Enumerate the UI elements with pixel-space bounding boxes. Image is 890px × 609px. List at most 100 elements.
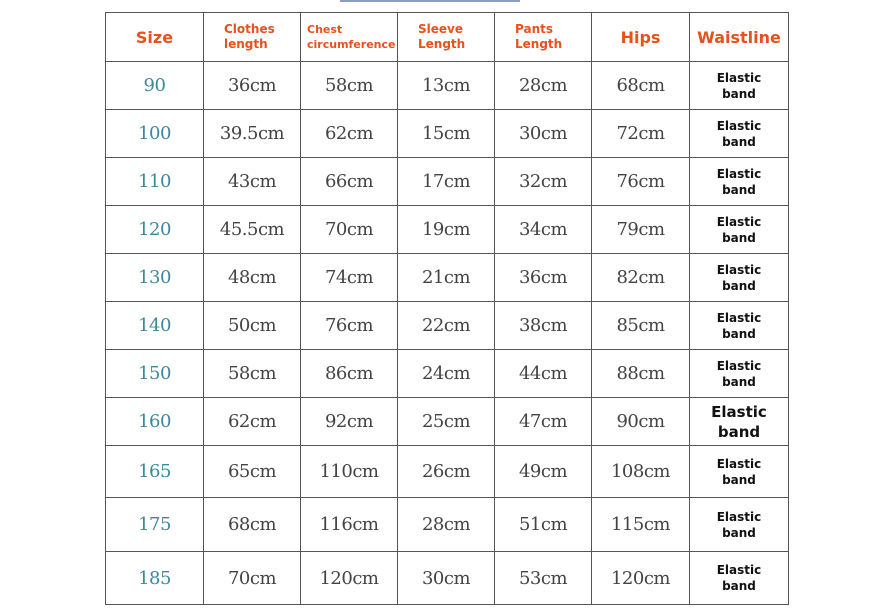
measure-cell: 70cm — [300, 205, 398, 254]
header-cell: Chest circumference — [300, 12, 398, 62]
header-cell: Pants Length — [494, 12, 592, 62]
measure-cell: 51cm — [494, 497, 592, 552]
measure-cell: 21cm — [397, 253, 495, 302]
measure-cell: 68cm — [591, 61, 690, 110]
measure-cell: 90cm — [591, 397, 690, 446]
measure-cell: 34cm — [494, 205, 592, 254]
measure-cell: 44cm — [494, 349, 592, 398]
measure-cell: 85cm — [591, 301, 690, 350]
header-cell: Size — [105, 12, 204, 62]
measure-cell: 65cm — [203, 445, 301, 498]
size-cell: 185 — [105, 551, 204, 605]
waist-cell: Elastic band — [689, 497, 789, 552]
table-row: 120 45.5cm 70cm 19cm 34cm 79cm Elastic band — [105, 205, 789, 254]
table-row: 100 39.5cm 62cm 15cm 30cm 72cm Elastic band — [105, 109, 789, 158]
measure-cell: 48cm — [203, 253, 301, 302]
measure-cell: 110cm — [300, 445, 398, 498]
measure-cell: 45.5cm — [203, 205, 301, 254]
measure-cell: 66cm — [300, 157, 398, 206]
measure-cell: 28cm — [494, 61, 592, 110]
measure-cell: 82cm — [591, 253, 690, 302]
measure-cell: 74cm — [300, 253, 398, 302]
measure-cell: 79cm — [591, 205, 690, 254]
measure-cell: 39.5cm — [203, 109, 301, 158]
waist-cell: Elastic band — [689, 109, 789, 158]
measure-cell: 13cm — [397, 61, 495, 110]
waist-cell: Elastic band — [689, 301, 789, 350]
decoration-line — [340, 0, 520, 2]
measure-cell: 70cm — [203, 551, 301, 605]
measure-cell: 72cm — [591, 109, 690, 158]
size-cell: 120 — [105, 205, 204, 254]
table-row: 150 58cm 86cm 24cm 44cm 88cm Elastic band — [105, 349, 789, 398]
measure-cell: 26cm — [397, 445, 495, 498]
table-row: 130 48cm 74cm 21cm 36cm 82cm Elastic band — [105, 253, 789, 302]
waist-cell: Elastic band — [689, 445, 789, 498]
size-cell: 130 — [105, 253, 204, 302]
measure-cell: 22cm — [397, 301, 495, 350]
measure-cell: 32cm — [494, 157, 592, 206]
waist-cell: Elastic band — [689, 205, 789, 254]
size-cell: 110 — [105, 157, 204, 206]
measure-cell: 36cm — [203, 61, 301, 110]
size-cell: 175 — [105, 497, 204, 552]
measure-cell: 53cm — [494, 551, 592, 605]
measure-cell: 62cm — [203, 397, 301, 446]
measure-cell: 120cm — [591, 551, 690, 605]
measure-cell: 47cm — [494, 397, 592, 446]
measure-cell: 92cm — [300, 397, 398, 446]
table-row: 165 65cm 110cm 26cm 49cm 108cm Elastic band — [105, 445, 789, 498]
size-cell: 140 — [105, 301, 204, 350]
measure-cell: 50cm — [203, 301, 301, 350]
table-row: 140 50cm 76cm 22cm 38cm 85cm Elastic band — [105, 301, 789, 350]
header-cell: Waistline — [689, 12, 789, 62]
size-cell: 90 — [105, 61, 204, 110]
header-cell: Clothes length — [203, 12, 301, 62]
measure-cell: 58cm — [300, 61, 398, 110]
header-cell: Sleeve Length — [397, 12, 495, 62]
measure-cell: 36cm — [494, 253, 592, 302]
measure-cell: 17cm — [397, 157, 495, 206]
measure-cell: 108cm — [591, 445, 690, 498]
measure-cell: 68cm — [203, 497, 301, 552]
size-cell: 165 — [105, 445, 204, 498]
measure-cell: 76cm — [591, 157, 690, 206]
waist-cell: Elastic band — [689, 349, 789, 398]
table-row: 90 36cm 58cm 13cm 28cm 68cm Elastic band — [105, 61, 789, 110]
header-row: Size Clothes length Chest circumference … — [105, 12, 789, 62]
table-row: 175 68cm 116cm 28cm 51cm 115cm Elastic band — [105, 497, 789, 552]
size-table: Size Clothes length Chest circumference … — [105, 12, 789, 605]
measure-cell: 30cm — [494, 109, 592, 158]
table-row: 160 62cm 92cm 25cm 47cm 90cm Elastic band — [105, 397, 789, 446]
measure-cell: 15cm — [397, 109, 495, 158]
measure-cell: 58cm — [203, 349, 301, 398]
waist-cell: Elastic band — [689, 397, 789, 446]
size-cell: 100 — [105, 109, 204, 158]
measure-cell: 25cm — [397, 397, 495, 446]
waist-cell: Elastic band — [689, 61, 789, 110]
measure-cell: 19cm — [397, 205, 495, 254]
measure-cell: 43cm — [203, 157, 301, 206]
measure-cell: 120cm — [300, 551, 398, 605]
measure-cell: 28cm — [397, 497, 495, 552]
measure-cell: 88cm — [591, 349, 690, 398]
table-row: 110 43cm 66cm 17cm 32cm 76cm Elastic band — [105, 157, 789, 206]
measure-cell: 86cm — [300, 349, 398, 398]
size-cell: 150 — [105, 349, 204, 398]
measure-cell: 76cm — [300, 301, 398, 350]
measure-cell: 24cm — [397, 349, 495, 398]
table-body: 90 36cm 58cm 13cm 28cm 68cm Elastic band 100 39.… — [105, 61, 789, 605]
waist-cell: Elastic band — [689, 157, 789, 206]
measure-cell: 30cm — [397, 551, 495, 605]
header-cell: Hips — [591, 12, 690, 62]
table-row: 185 70cm 120cm 30cm 53cm 120cm Elastic band — [105, 551, 789, 605]
measure-cell: 62cm — [300, 109, 398, 158]
measure-cell: 49cm — [494, 445, 592, 498]
waist-cell: Elastic band — [689, 551, 789, 605]
waist-cell: Elastic band — [689, 253, 789, 302]
size-cell: 160 — [105, 397, 204, 446]
measure-cell: 116cm — [300, 497, 398, 552]
measure-cell: 38cm — [494, 301, 592, 350]
measure-cell: 115cm — [591, 497, 690, 552]
